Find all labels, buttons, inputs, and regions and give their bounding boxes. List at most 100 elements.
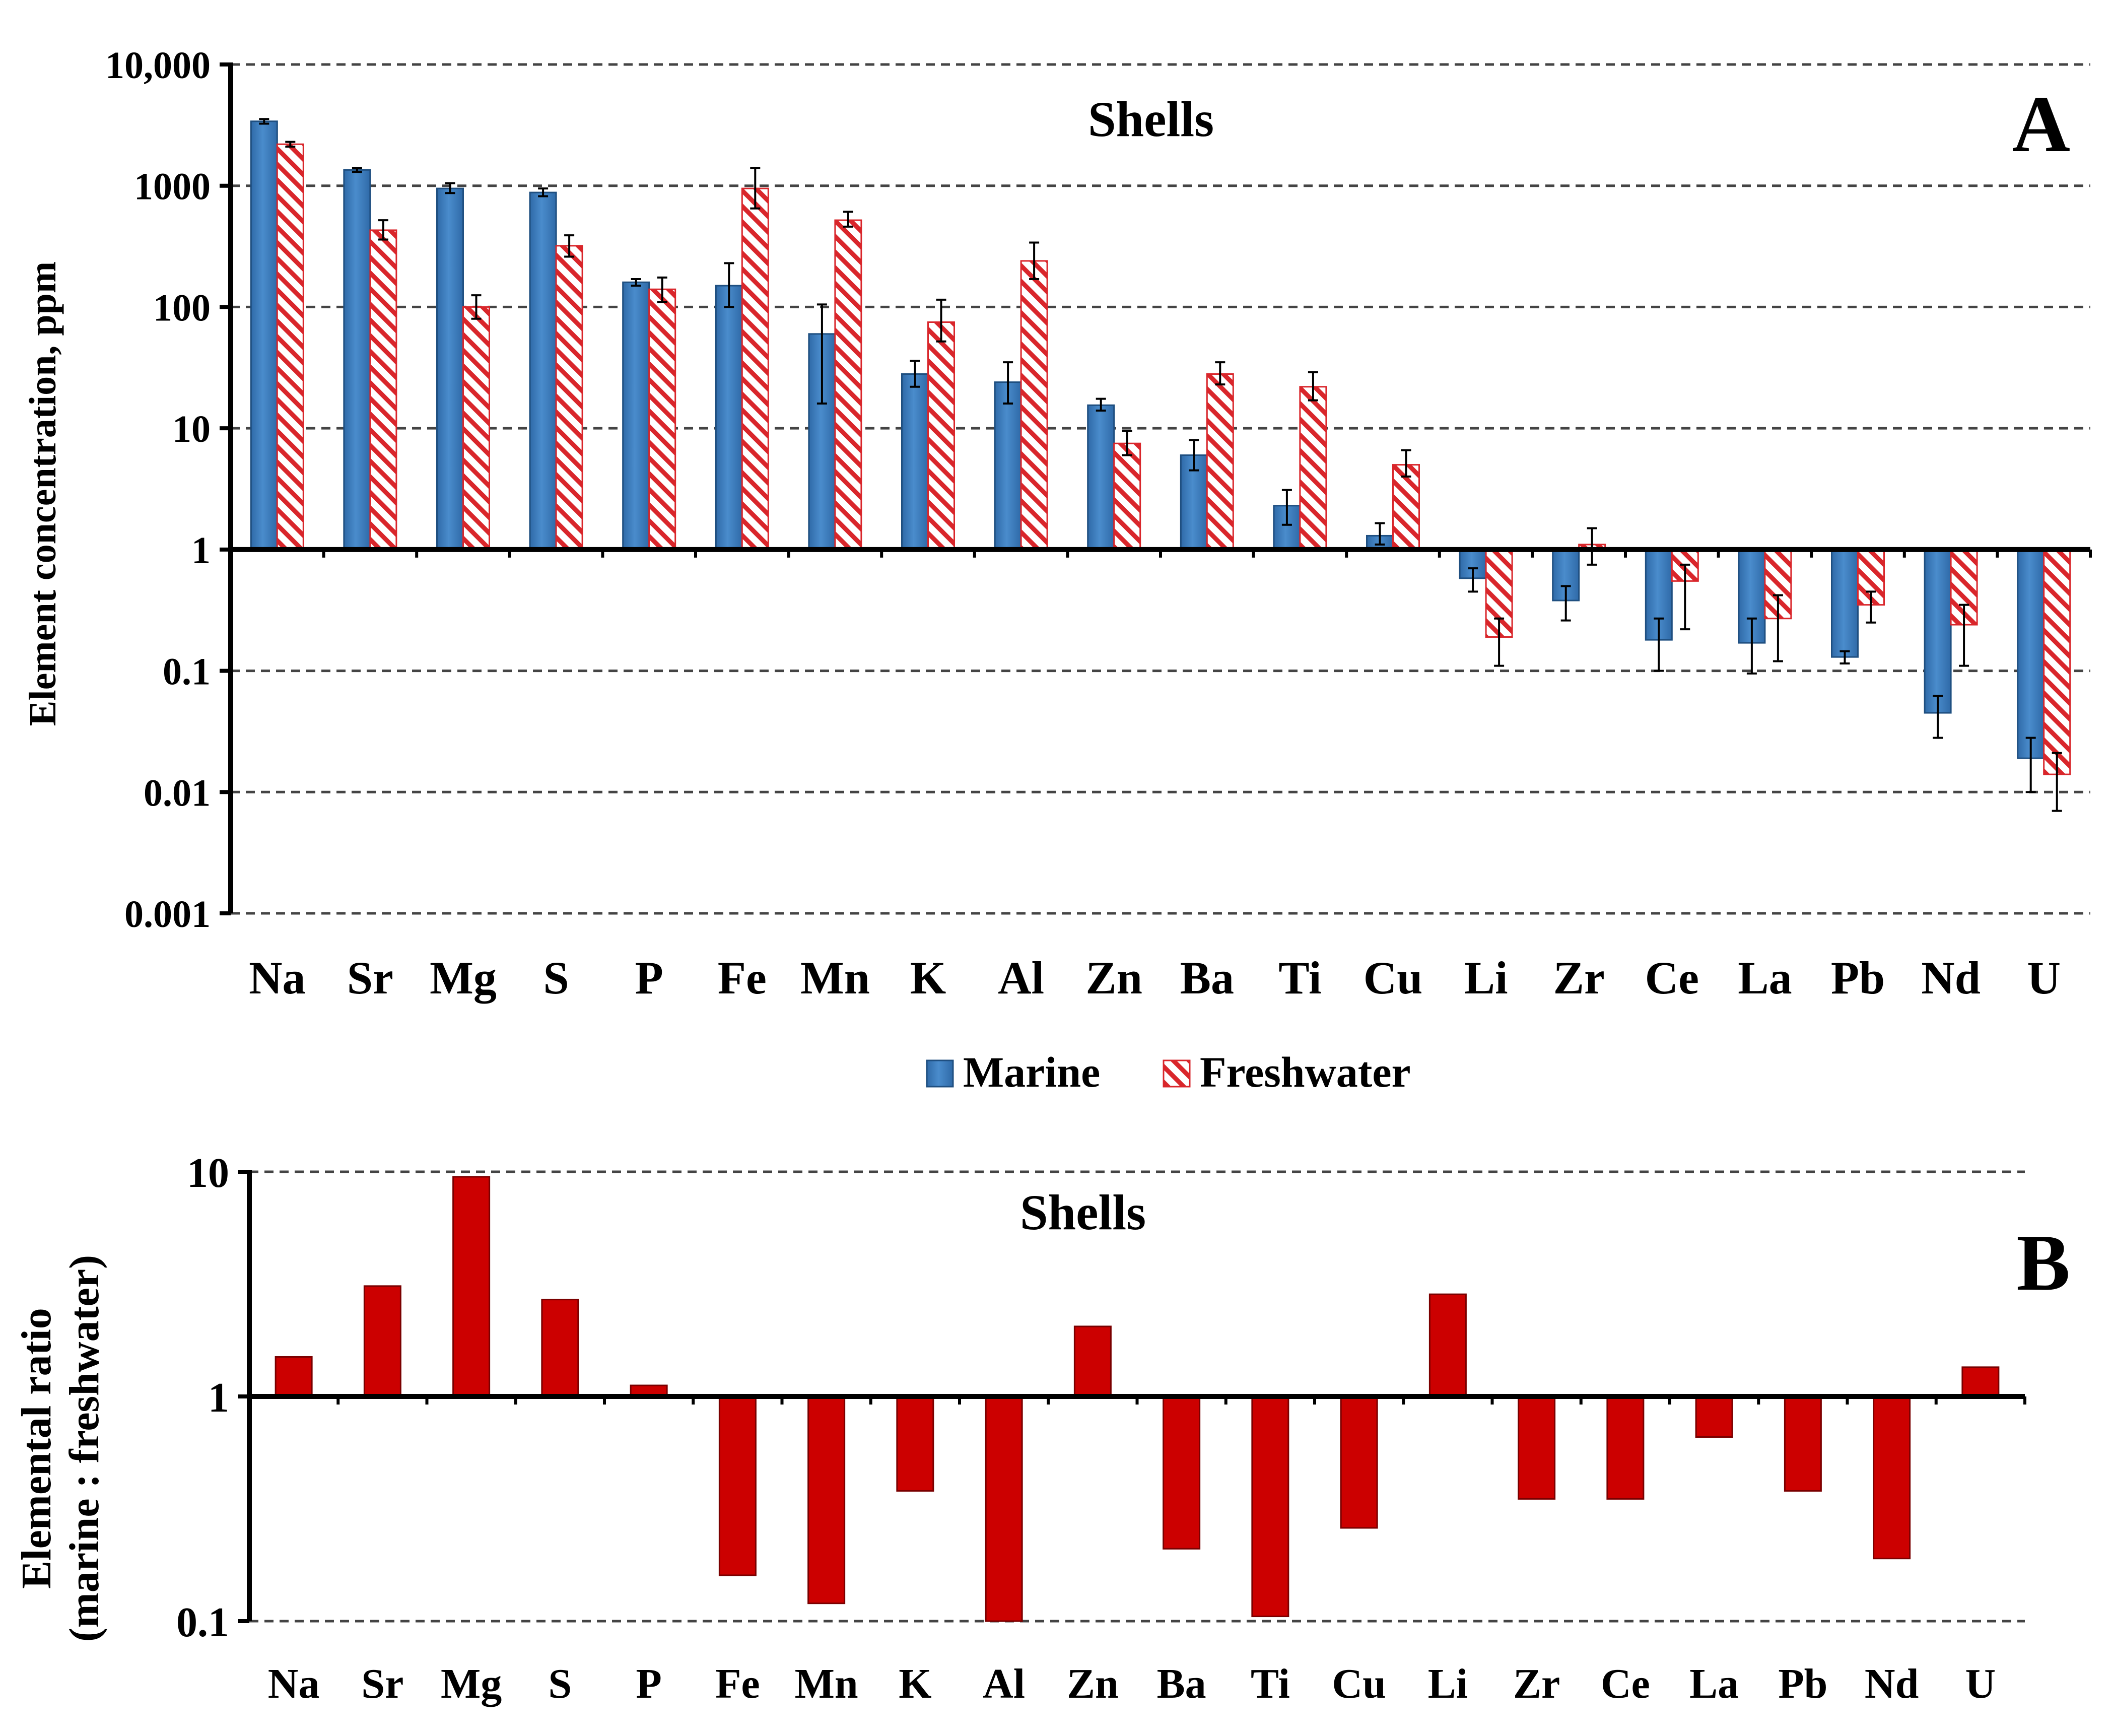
panel-b-y-tick-labels: 10 1 0.1 xyxy=(176,1150,229,1646)
bar-marine-mg xyxy=(436,187,464,551)
x-tick-label-zn: Zn xyxy=(1085,952,1142,1004)
bar-freshwater-k xyxy=(927,321,955,551)
panel-a-y-tick-label: 0.01 xyxy=(144,772,211,814)
x-tick-label-ti: Ti xyxy=(1278,952,1321,1004)
panel-a-error-bars xyxy=(259,118,2062,812)
panel-b-x-tick-label-ti: Ti xyxy=(1251,1660,1290,1707)
panel-b-x-tick-label-nd: Nd xyxy=(1865,1660,1919,1707)
bar-freshwater-u xyxy=(2043,549,2071,775)
panel-b-x-tick-label-zr: Zr xyxy=(1513,1660,1560,1707)
panel-a-y-tick-label: 10,000 xyxy=(105,44,211,87)
x-tick-label-na: Na xyxy=(249,952,305,1004)
panel-a-y-axis-label: Element concentration, ppm xyxy=(22,261,64,726)
panel-b-gridlines xyxy=(249,1170,2025,1623)
x-tick-label-k: K xyxy=(910,952,946,1004)
x-tick-label-ba: Ba xyxy=(1180,952,1234,1004)
ratio-bar-la xyxy=(1695,1395,1733,1438)
bar-freshwater-ba xyxy=(1206,373,1234,551)
panel-b-y-tick-label: 0.1 xyxy=(176,1599,229,1646)
bar-freshwater-p xyxy=(648,288,676,551)
bar-marine-nd xyxy=(1924,549,1952,714)
x-tick-label-cu: Cu xyxy=(1364,952,1423,1004)
bar-marine-s xyxy=(529,191,557,551)
bar-freshwater-al xyxy=(1020,260,1048,551)
panel-a-y-tick-label: 100 xyxy=(153,287,211,329)
ratio-bar-cu xyxy=(1340,1395,1378,1529)
ratio-bar-al xyxy=(985,1395,1023,1622)
bar-freshwater-mn xyxy=(834,219,862,551)
bar-freshwater-na xyxy=(276,143,304,551)
x-tick-label-zr: Zr xyxy=(1553,952,1605,1004)
panel-b-x-tick-label-ba: Ba xyxy=(1157,1660,1206,1707)
bar-freshwater-sr xyxy=(369,229,397,551)
bar-freshwater-s xyxy=(555,245,583,551)
panel-a: 10,000 1000 100 10 1 0.1 0.01 0.001 Na Sr Mg S P Fe M… xyxy=(22,44,2092,1096)
ratio-bar-pb xyxy=(1784,1395,1822,1492)
panel-b-x-tick-label-sr: Sr xyxy=(361,1660,403,1707)
x-tick-label-al: Al xyxy=(998,952,1044,1004)
ratio-bar-u xyxy=(1961,1366,2000,1397)
ratio-bar-k xyxy=(896,1395,934,1492)
x-tick-label-mn: Mn xyxy=(800,952,870,1004)
panel-a-y-tick-labels: 10,000 1000 100 10 1 0.1 0.01 0.001 xyxy=(105,44,211,936)
legend-label-marine: Marine xyxy=(963,1048,1100,1096)
panel-b-x-tick-label-li: Li xyxy=(1428,1660,1468,1707)
panel-b-y-axis-label-line: Elemental ratio xyxy=(13,1308,60,1589)
ratio-bar-zr xyxy=(1518,1395,1556,1500)
panel-b-x-tick-labels: Na Sr Mg S P Fe Mn K Al Zn Ba Ti Cu Li Zr Ce La Pb Nd U xyxy=(268,1660,1996,1707)
ratio-bar-ce xyxy=(1606,1395,1645,1500)
x-tick-label-la: La xyxy=(1738,952,1792,1004)
panel-b-x-tick-label-mg: Mg xyxy=(441,1660,502,1707)
x-tick-label-fe: Fe xyxy=(718,952,767,1004)
panel-a-gridlines xyxy=(231,63,2090,915)
panel-b-x-tick-label-k: K xyxy=(899,1660,931,1707)
panel-b-y-tick-label: 1 xyxy=(208,1374,229,1421)
panel-b-label: B xyxy=(2016,1218,2070,1307)
panel-a-legend: Marine Freshwater xyxy=(926,1048,1411,1096)
bar-freshwater-cu xyxy=(1392,464,1420,551)
x-tick-label-pb: Pb xyxy=(1831,952,1885,1004)
panel-b-x-tick-label-zn: Zn xyxy=(1067,1660,1119,1707)
panel-b-axes xyxy=(238,1170,2026,1623)
panel-a-y-tick-label: 1000 xyxy=(134,166,211,208)
bar-marine-na xyxy=(250,120,278,551)
bar-marine-al xyxy=(994,381,1022,551)
panel-b-x-tick-label-na: Na xyxy=(268,1660,320,1707)
ratio-bar-ti xyxy=(1251,1395,1289,1618)
bar-marine-u xyxy=(2017,549,2045,759)
legend-swatch-freshwater xyxy=(1163,1059,1191,1088)
bar-freshwater-ti xyxy=(1299,386,1327,551)
panel-a-label: A xyxy=(2012,79,2070,169)
panel-b-x-tick-label-s: S xyxy=(549,1660,572,1707)
ratio-bar-s xyxy=(541,1299,579,1397)
panel-b-y-tick-label: 10 xyxy=(187,1150,229,1196)
panel-b: 10 1 0.1 Na Sr Mg S P Fe Mn K Al Zn Ba Ti Cu Li Zr Ce La Pb… xyxy=(13,1150,2070,1707)
panel-a-x-tick-labels: Na Sr Mg S P Fe Mn K Al Zn Ba Ti Cu Li Zr Ce La Pb Nd U xyxy=(249,952,2061,1004)
bar-freshwater-fe xyxy=(741,187,769,551)
bar-marine-zn xyxy=(1087,404,1115,551)
bar-freshwater-zn xyxy=(1113,442,1141,551)
bar-marine-sr xyxy=(343,169,371,551)
panel-b-x-tick-label-la: La xyxy=(1689,1660,1739,1707)
panel-a-y-tick-label: 0.001 xyxy=(124,893,211,936)
panel-a-title: Shells xyxy=(1088,91,1214,147)
ratio-bar-nd xyxy=(1873,1395,1911,1560)
panel-b-bars xyxy=(275,1176,2000,1622)
panel-a-axes xyxy=(220,62,2092,915)
bar-marine-k xyxy=(901,373,929,551)
bar-freshwater-mg xyxy=(462,306,490,551)
ratio-bar-li xyxy=(1428,1293,1467,1397)
ratio-bar-sr xyxy=(363,1285,401,1397)
panel-b-x-tick-label-u: U xyxy=(1965,1660,1996,1707)
bar-marine-fe xyxy=(715,285,743,551)
panel-b-y-axis-label: Elemental ratio (marine : freshwater) xyxy=(13,1255,108,1642)
panel-b-x-tick-label-fe: Fe xyxy=(715,1660,760,1707)
panel-a-y-tick-label: 10 xyxy=(172,408,211,450)
ratio-bar-fe xyxy=(718,1395,757,1576)
bar-marine-p xyxy=(622,281,650,551)
x-tick-label-ce: Ce xyxy=(1645,952,1699,1004)
x-tick-label-s: S xyxy=(543,952,569,1004)
panel-a-y-tick-label: 0.1 xyxy=(163,651,211,693)
panel-b-x-tick-label-mn: Mn xyxy=(795,1660,858,1707)
